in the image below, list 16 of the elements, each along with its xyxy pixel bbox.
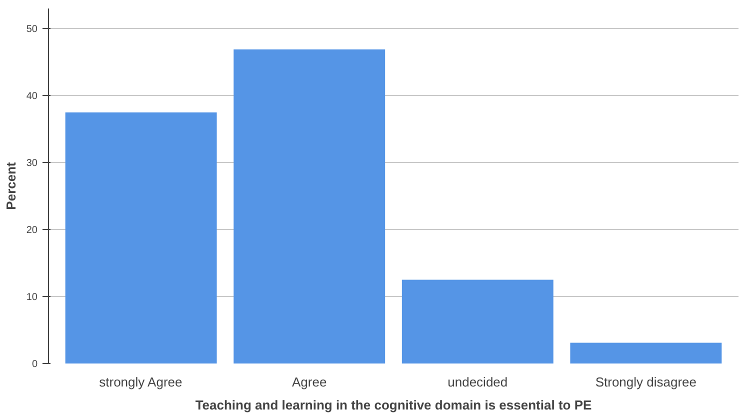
x-tick-label: Strongly disagree (595, 374, 697, 390)
y-tick-label: 20 (26, 225, 38, 236)
bar (402, 280, 554, 364)
bar (570, 342, 722, 364)
x-tick-label: undecided (448, 374, 508, 390)
bar (65, 112, 217, 364)
x-tick-label: strongly Agree (99, 374, 182, 390)
y-axis-title: Percent (3, 161, 18, 210)
y-tick-label: 40 (26, 91, 38, 102)
x-tick-label: Agree (292, 374, 327, 390)
bar (234, 49, 386, 364)
y-tick-label: 0 (32, 359, 38, 370)
y-tick-label: 10 (26, 292, 38, 304)
x-axis-title: Teaching and learning in the cognitive domain is essential to PE (195, 398, 592, 412)
y-tick-label: 30 (26, 158, 38, 170)
y-tick-label: 50 (26, 24, 38, 36)
